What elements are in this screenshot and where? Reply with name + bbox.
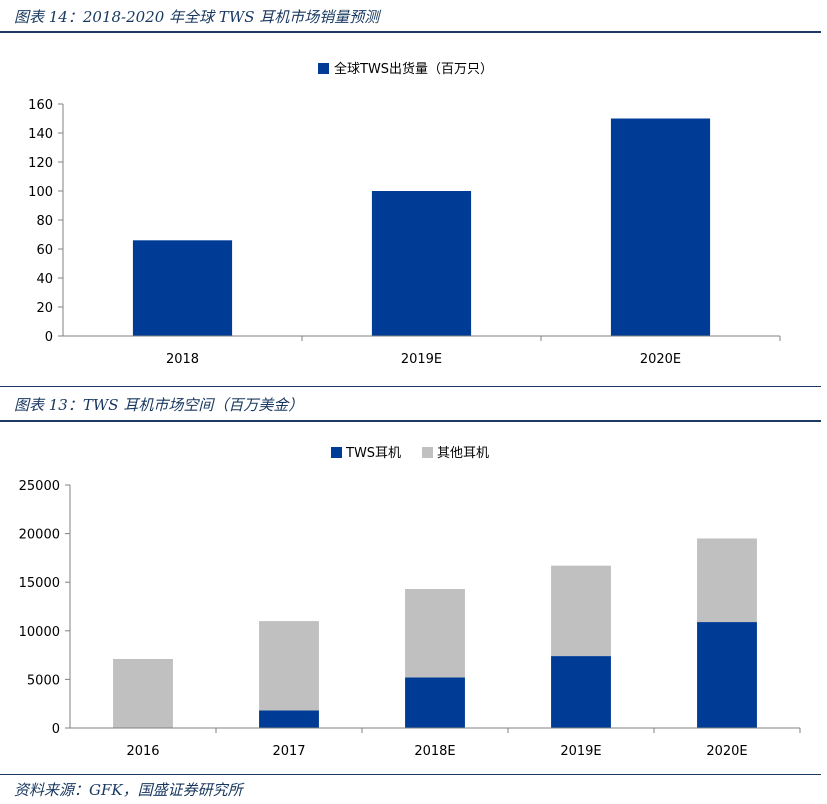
shipment-legend: 全球TWS出货量（百万只）	[318, 61, 493, 77]
market-legend-swatch-other	[422, 447, 433, 458]
x-tick-label: 2016	[126, 744, 159, 759]
y-tick-label: 10000	[19, 625, 60, 640]
figure-13-top-rule	[0, 386, 821, 387]
figure-13-caption: 图表 13：TWS 耳机市场空间（百万美金）	[14, 396, 304, 414]
x-tick-label: 2017	[272, 744, 305, 759]
figure-14-top-rule	[0, 31, 821, 33]
bar-other-2016	[113, 658, 173, 728]
bar-other-2018E	[405, 589, 465, 678]
market-chart: TWS耳机 其他耳机 0 5000 10000 15000 20000 25000 201…	[19, 446, 801, 759]
market-legend-label-tws: TWS耳机	[345, 446, 401, 461]
x-tick-label: 2018	[166, 352, 199, 367]
x-tick-label: 2019E	[560, 744, 601, 759]
figure-14-caption: 图表 14：2018-2020 年全球 TWS 耳机市场销量预测	[14, 8, 380, 26]
bar-tws-2020E	[697, 622, 757, 728]
market-legend-label-other: 其他耳机	[437, 446, 489, 461]
y-tick-label: 40	[36, 272, 53, 287]
y-tick-label: 20	[36, 301, 53, 316]
y-tick-label: 15000	[19, 576, 60, 591]
y-tick-label: 100	[28, 185, 53, 200]
y-tick-label: 20000	[19, 528, 60, 543]
bar-shipment-2019E	[371, 191, 472, 336]
y-tick-label: 140	[28, 127, 53, 142]
bar-tws-2017	[259, 710, 319, 728]
bar-shipment-2018	[132, 240, 233, 336]
x-tick-label: 2020E	[640, 352, 681, 367]
figure-13-caption-rule	[0, 420, 821, 422]
x-tick-label: 2018E	[414, 744, 455, 759]
footer-rule	[0, 774, 821, 775]
market-legend: TWS耳机 其他耳机	[331, 446, 489, 461]
y-tick-label: 160	[28, 98, 53, 113]
y-tick-label: 0	[45, 330, 53, 345]
bar-other-2019E	[551, 565, 611, 657]
bar-tws-2018E	[405, 677, 465, 728]
shipment-legend-label: 全球TWS出货量（百万只）	[334, 61, 493, 77]
y-tick-label: 0	[52, 722, 60, 737]
y-tick-label: 25000	[19, 479, 60, 494]
bar-tws-2019E	[551, 656, 611, 728]
y-tick-label: 80	[36, 214, 53, 229]
x-tick-label: 2019E	[401, 352, 442, 367]
shipment-legend-swatch	[318, 63, 329, 74]
bar-shipment-2020E	[610, 118, 711, 336]
market-legend-swatch-tws	[331, 447, 342, 458]
bar-other-2020E	[697, 538, 757, 623]
source-note: 资料来源：GFK，国盛证券研究所	[14, 781, 243, 799]
y-tick-label: 5000	[27, 673, 60, 688]
x-tick-label: 2020E	[706, 744, 747, 759]
y-tick-label: 60	[36, 243, 53, 258]
bar-other-2017	[259, 621, 319, 711]
y-tick-label: 120	[28, 156, 53, 171]
shipment-chart: 全球TWS出货量（百万只） 0 20 40 60 80 100 120 140 160 2018…	[28, 61, 781, 367]
